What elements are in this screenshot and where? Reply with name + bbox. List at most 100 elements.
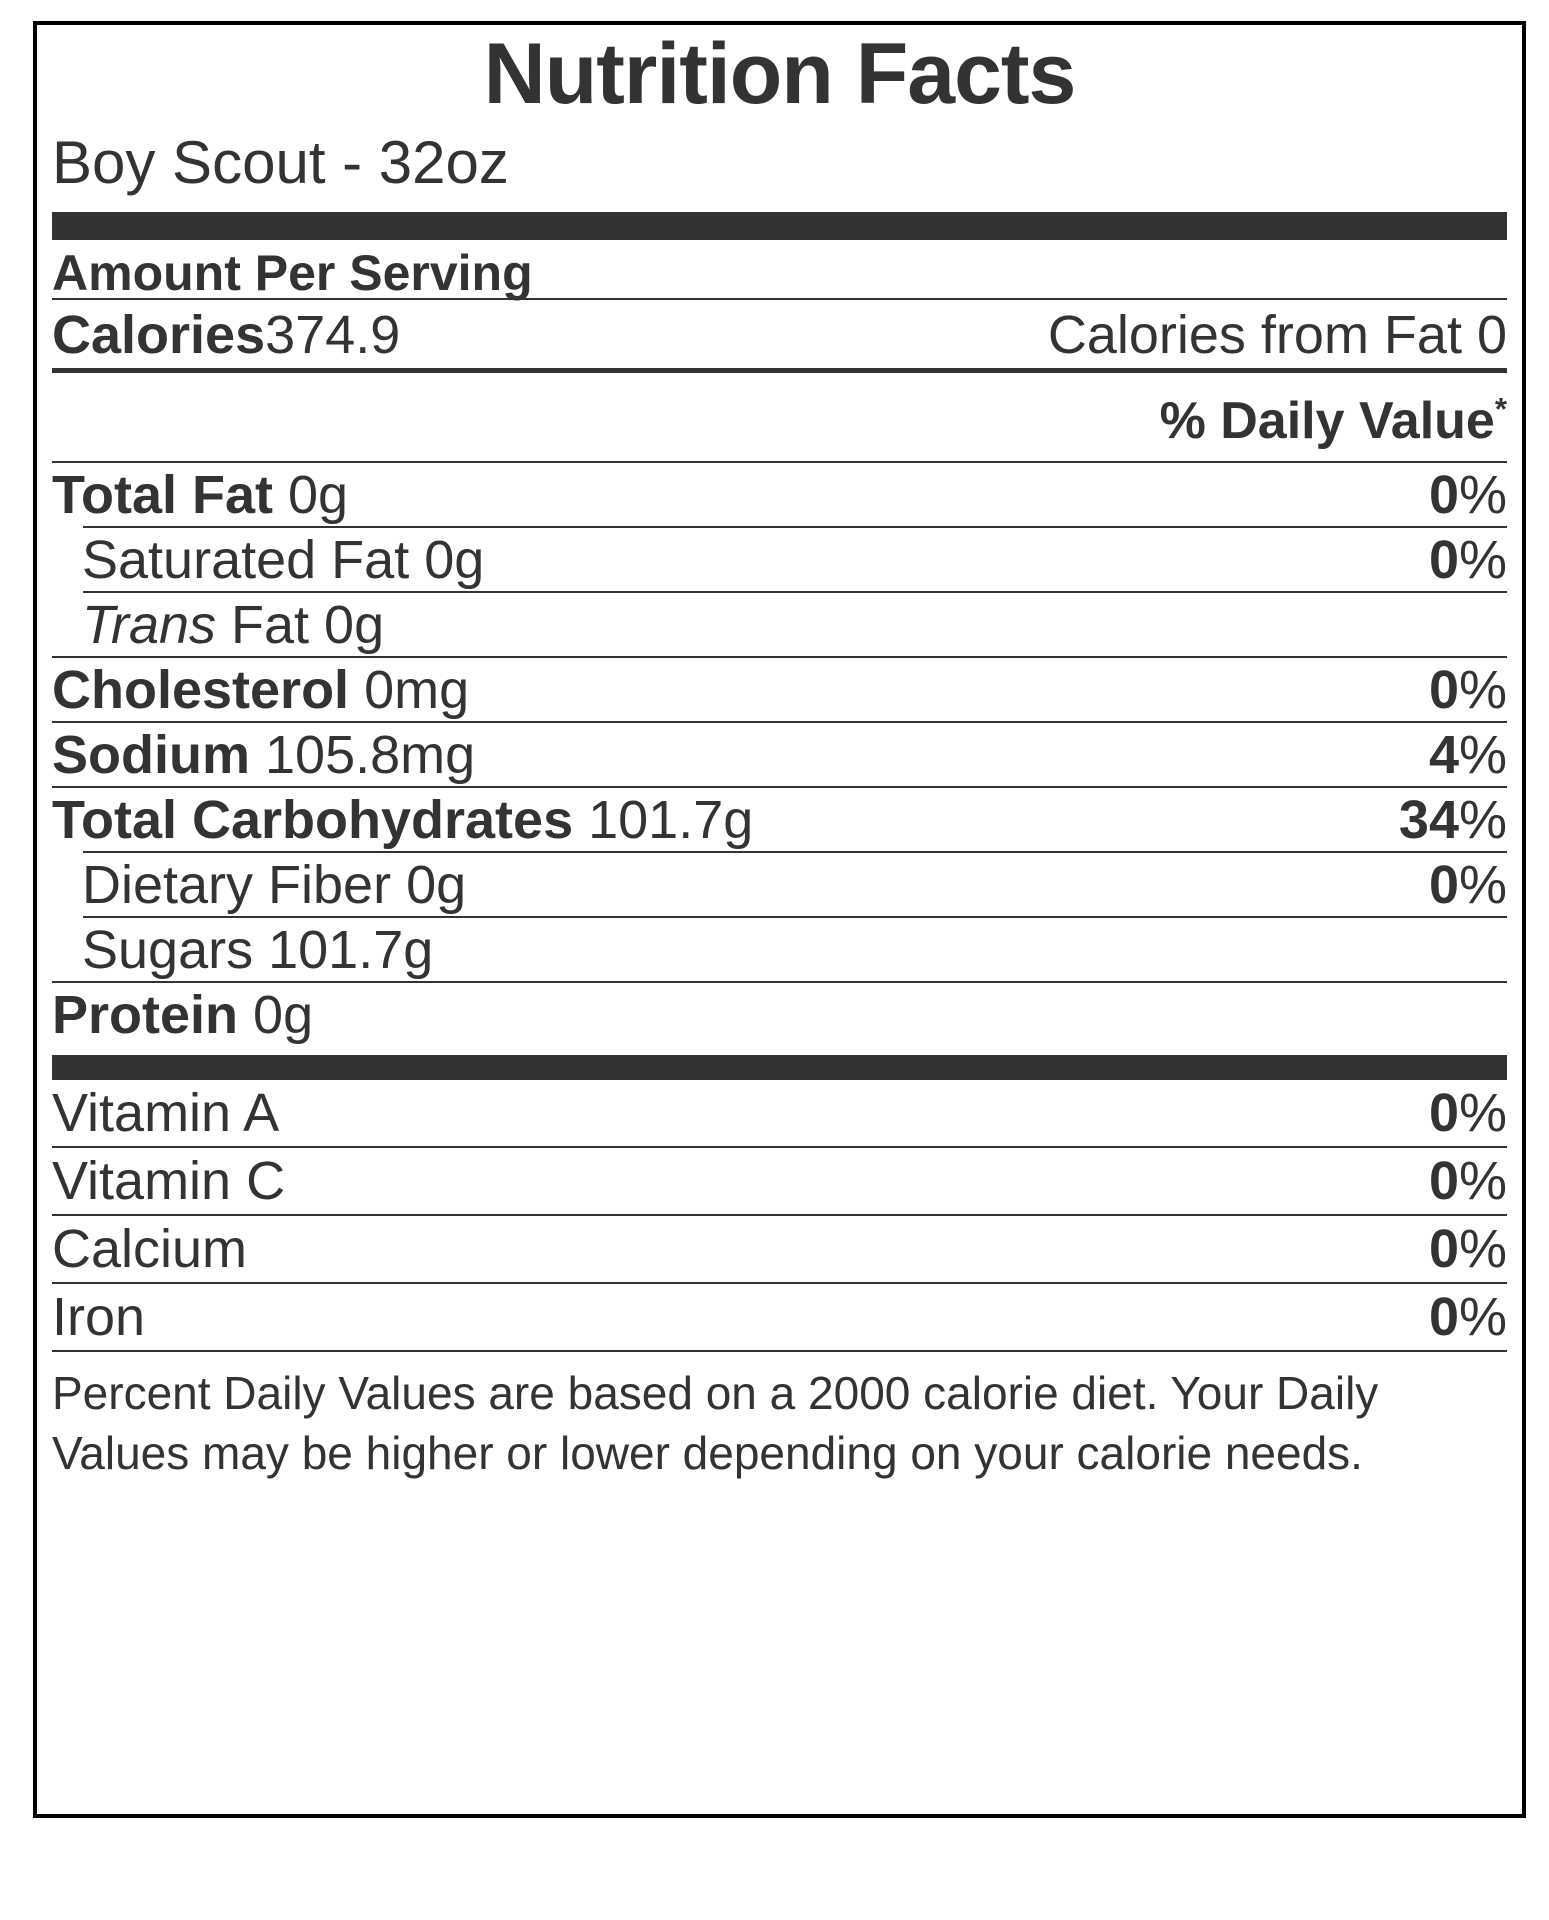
vitamin-row-vitamin-c: Vitamin C 0% [52,1148,1507,1214]
percent-number: 0 [1428,465,1459,525]
nutrient-label-italic: Trans [82,595,217,655]
percent-sign: % [1458,855,1507,915]
nutrition-facts-label: Nutrition Facts Boy Scout - 32oz Amount … [33,21,1526,1818]
nutrient-label-regular: 0mg [349,660,470,720]
nutrient-percent: 0% [1429,858,1507,912]
nutrient-label-regular: 105.8mg [250,725,476,785]
nutrient-label: Dietary Fiber 0g [82,858,466,912]
nutrient-label-regular: 101.7g [573,790,754,850]
percent-sign: % [1458,725,1507,785]
nutrient-row-saturated-fat: Saturated Fat 0g 0% [52,528,1507,591]
nutrient-row-total-fat: Total Fat 0g 0% [52,463,1507,526]
vitamin-label: Vitamin A [52,1083,280,1143]
amount-per-serving-heading: Amount Per Serving [52,245,533,301]
percent-sign: % [1458,660,1507,720]
percent-sign: % [1458,1083,1507,1143]
vitamin-percent: 0% [1429,1154,1507,1208]
vitamin-label: Iron [52,1287,146,1347]
vitamin-percent: 0% [1429,1222,1507,1276]
nutrient-label-regular: 0g [238,985,314,1045]
separator-line [52,1146,1507,1148]
nutrient-row-sugars: Sugars 101.7g [52,918,1507,981]
vitamin-label: Calcium [52,1219,248,1279]
calories-from-fat: Calories from Fat 0 [1047,305,1507,365]
nutrient-label-regular: Sugars 101.7g [82,920,434,980]
nutrient-label-bold: Protein [52,985,239,1045]
separator-line [52,298,1507,300]
nutrient-label-bold: Cholesterol [52,660,350,720]
vitamin-row-iron: Iron 0% [52,1284,1507,1350]
separator-line-medium [52,368,1507,373]
separator-line [52,1214,1507,1216]
percent-number: 4 [1428,725,1459,785]
vitamin-row-calcium: Calcium 0% [52,1216,1507,1282]
nutrient-label: Cholesterol 0mg [52,663,469,717]
separator-line [52,1350,1507,1352]
nutrient-row-trans-fat: Trans Fat 0g [52,593,1507,656]
nutrient-label-regular: 0g [272,465,349,525]
daily-value-heading: % Daily Value* [52,373,1507,461]
separator-line-indented [83,591,1507,593]
nutrient-row-protein: Protein 0g [52,983,1507,1046]
nutrient-percent: 0% [1429,533,1507,587]
nutrient-label-regular: Saturated Fat 0g [82,530,485,590]
nutrient-percent: 4% [1429,728,1507,782]
nutrient-percent: 0% [1429,663,1507,717]
percent-number: 0 [1428,1083,1459,1143]
percent-sign: % [1458,1287,1507,1347]
calories-label-value: Calories374.9 [52,308,400,362]
label-title: Nutrition Facts [483,26,1077,122]
nutrient-label-regular: Dietary Fiber 0g [82,855,467,915]
vitamin-label: Vitamin C [52,1151,286,1211]
percent-number: 0 [1428,530,1459,590]
calories-value: 374.9 [265,305,401,365]
daily-value-asterisk: * [1494,391,1507,427]
nutrient-label: Protein 0g [52,988,313,1042]
percent-sign: % [1458,530,1507,590]
nutrient-row-sodium: Sodium 105.8mg 4% [52,723,1507,786]
separator-line-indented [83,916,1507,918]
nutrient-label: Sugars 101.7g [82,923,433,977]
nutrient-label: Total Carbohydrates 101.7g [52,793,753,847]
calories-label: Calories [52,305,266,365]
nutrient-row-dietary-fiber: Dietary Fiber 0g 0% [52,853,1507,916]
separator-line-indented [83,851,1507,853]
percent-number: 34 [1398,790,1459,850]
product-name: Boy Scout - 32oz [52,129,509,196]
calories-row: Calories374.9 Calories from Fat 0 [52,300,1507,368]
separator-bar-top [52,212,1507,240]
daily-values-footnote: Percent Daily Values are based on a 2000… [52,1367,1379,1479]
percent-sign: % [1458,465,1507,525]
separator-line-indented [83,526,1507,528]
percent-sign: % [1458,1219,1507,1279]
separator-bar-middle [52,1055,1507,1080]
percent-number: 0 [1428,855,1459,915]
nutrient-row-cholesterol: Cholesterol 0mg 0% [52,658,1507,721]
vitamin-percent: 0% [1429,1086,1507,1140]
nutrient-percent: 34% [1399,793,1507,847]
nutrient-label-regular: Fat 0g [216,595,385,655]
vitamin-percent: 0% [1429,1290,1507,1344]
nutrient-label: Total Fat 0g [52,468,348,522]
separator-line [52,461,1507,463]
nutrient-percent: 0% [1429,468,1507,522]
percent-number: 0 [1428,1219,1459,1279]
nutrient-label: Sodium 105.8mg [52,728,475,782]
nutrient-label: Trans Fat 0g [82,598,384,652]
daily-value-label: % Daily Value [1159,392,1495,450]
nutrient-label-bold: Total Carbohydrates [52,790,574,850]
nutrient-label: Saturated Fat 0g [82,533,484,587]
percent-number: 0 [1428,1287,1459,1347]
percent-number: 0 [1428,1151,1459,1211]
separator-line [52,656,1507,658]
separator-line [52,981,1507,983]
separator-line [52,721,1507,723]
nutrient-row-total-carbohydrates: Total Carbohydrates 101.7g 34% [52,788,1507,851]
percent-sign: % [1458,790,1507,850]
vitamin-row-vitamin-a: Vitamin A 0% [52,1080,1507,1146]
percent-number: 0 [1428,660,1459,720]
nutrient-label-bold: Sodium [52,725,250,785]
percent-sign: % [1458,1151,1507,1211]
separator-line [52,1282,1507,1284]
